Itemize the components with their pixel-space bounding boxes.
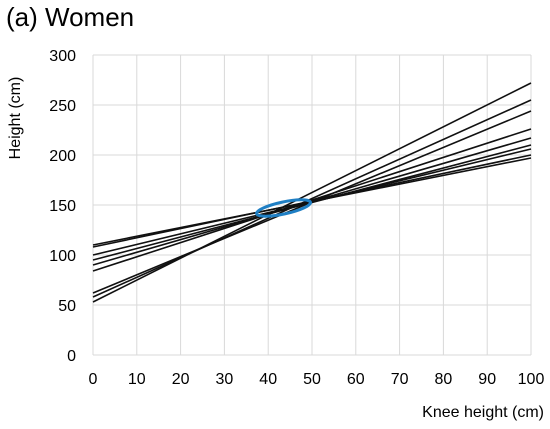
y-tick-labels: 0 50 100 150 200 250 300 (49, 48, 76, 365)
x-tick-label: 80 (435, 371, 453, 388)
x-tick-label: 40 (259, 371, 277, 388)
y-tick-label: 100 (49, 248, 76, 265)
x-tick-label: 60 (347, 371, 365, 388)
x-tick-label: 90 (478, 371, 496, 388)
x-tick-label: 30 (216, 371, 234, 388)
x-tick-label: 10 (128, 371, 146, 388)
series-line-8 (92, 99, 532, 298)
chart-title: (a) Women (6, 2, 135, 32)
x-tick-label: 50 (303, 371, 321, 388)
x-tick-label: 70 (391, 371, 409, 388)
y-tick-label: 0 (67, 348, 76, 365)
y-tick-label: 200 (49, 148, 76, 165)
series-line-9 (92, 82, 532, 303)
y-tick-label: 50 (58, 298, 76, 315)
y-tick-label: 300 (49, 48, 76, 65)
y-axis-label: Height (cm) (7, 77, 24, 160)
x-tick-label: 0 (89, 371, 98, 388)
x-axis-label: Knee height (cm) (422, 404, 544, 421)
y-tick-label: 250 (49, 98, 76, 115)
x-tick-label: 20 (172, 371, 190, 388)
annotations (255, 198, 312, 218)
intersection-ellipse (255, 198, 312, 218)
x-tick-label: 100 (518, 371, 545, 388)
y-tick-label: 150 (49, 198, 76, 215)
series-line-6 (92, 128, 532, 272)
series-lines (92, 82, 532, 303)
grid-lines (92, 54, 532, 356)
series-line-7 (92, 110, 532, 294)
x-tick-labels: 0 10 20 30 40 50 60 70 80 90 100 (89, 371, 545, 388)
